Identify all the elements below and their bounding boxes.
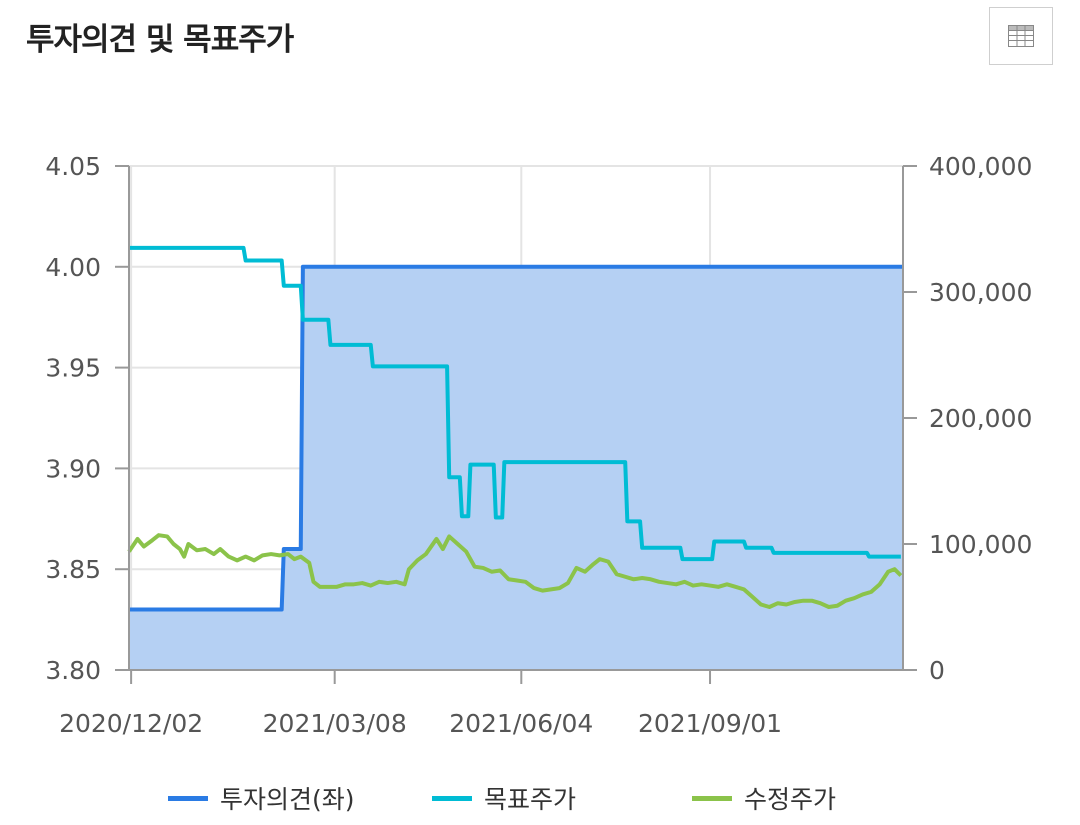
series-line-opinion bbox=[129, 264, 903, 612]
y-left-tick-label: 4.00 bbox=[45, 253, 101, 282]
series-line-price bbox=[127, 533, 903, 609]
series-area-opinion bbox=[129, 266, 903, 670]
legend-item-opinion[interactable]: 투자의견(좌) bbox=[168, 780, 355, 816]
legend: 투자의견(좌) 목표주가 수정주가 bbox=[0, 780, 1080, 820]
table-view-button[interactable] bbox=[989, 7, 1053, 65]
y-right-tick-label: 200,000 bbox=[929, 404, 1032, 433]
page-title: 투자의견 및 목표주가 bbox=[26, 22, 294, 58]
table-grid-icon bbox=[1008, 25, 1034, 47]
y-right-tick-label: 100,000 bbox=[929, 530, 1032, 559]
x-tick-label: 2021/03/08 bbox=[263, 709, 407, 738]
y-right-tick-label: 400,000 bbox=[929, 152, 1032, 181]
legend-label-target: 목표주가 bbox=[484, 785, 577, 814]
y-left-tick-label: 4.05 bbox=[45, 152, 101, 181]
y-right-tick-label: 0 bbox=[929, 656, 945, 685]
legend-item-target[interactable]: 목표주가 bbox=[432, 780, 576, 816]
legend-item-price[interactable]: 수정주가 bbox=[692, 780, 836, 816]
axes-layer: 4.05 4.00 3.95 3.90 3.85 3.80 400,000 300,000 20… bbox=[45, 152, 1032, 738]
x-tick-label: 2021/09/01 bbox=[638, 709, 782, 738]
legend-swatch-opinion bbox=[168, 795, 208, 801]
legend-label-price: 수정주가 bbox=[744, 785, 837, 814]
x-tick-label: 2021/06/04 bbox=[449, 709, 593, 738]
y-left-tick-label: 3.95 bbox=[45, 354, 101, 383]
legend-swatch-target bbox=[432, 795, 472, 801]
investment-opinion-chart: 4.05 4.00 3.95 3.90 3.85 3.80 400,000 300,000 20… bbox=[45, 152, 1032, 738]
legend-swatch-price bbox=[692, 795, 732, 801]
y-left-tick-label: 3.80 bbox=[45, 656, 101, 685]
y-right-tick-label: 300,000 bbox=[929, 278, 1032, 307]
series-layer bbox=[127, 245, 903, 670]
x-tick-label: 2020/12/02 bbox=[59, 709, 203, 738]
y-left-tick-label: 3.85 bbox=[45, 555, 101, 584]
legend-label-opinion: 투자의견(좌) bbox=[220, 785, 355, 814]
y-left-tick-label: 3.90 bbox=[45, 454, 101, 483]
series-line-target bbox=[129, 245, 901, 562]
